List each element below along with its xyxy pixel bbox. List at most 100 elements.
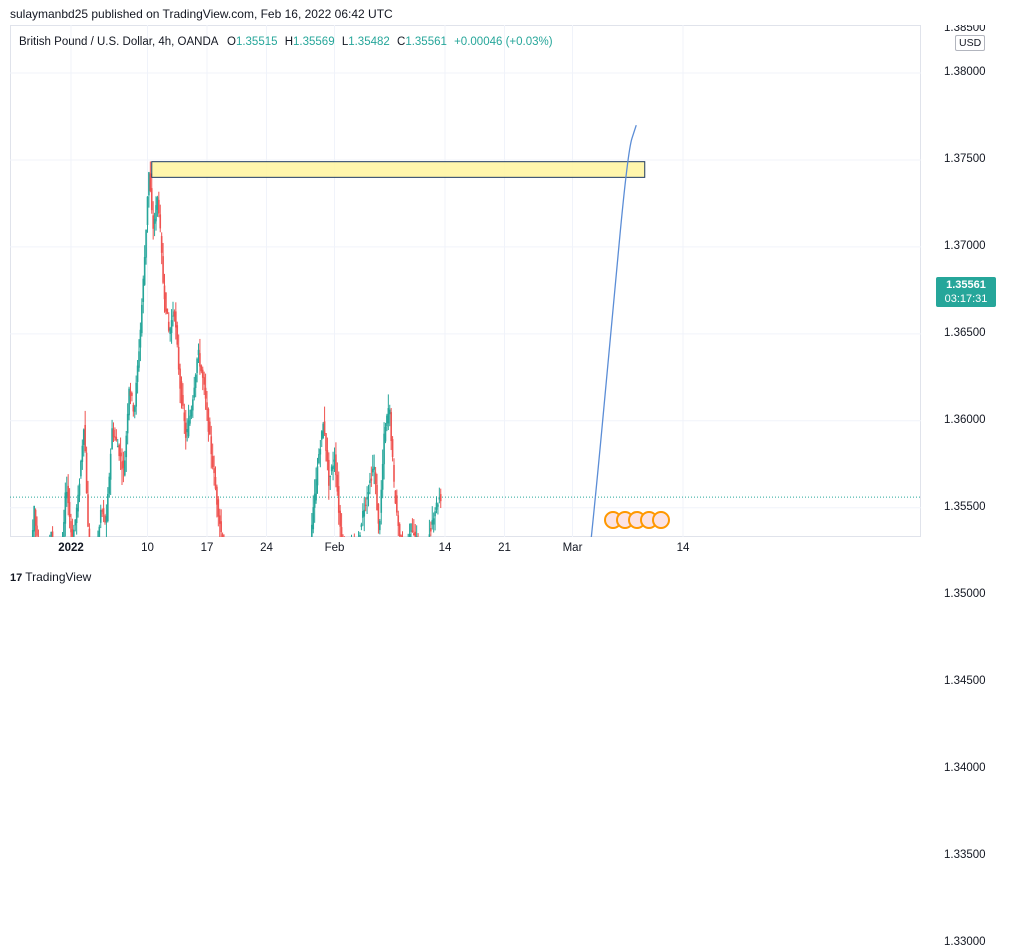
candle-body	[154, 219, 156, 224]
candle-body	[332, 466, 334, 470]
candle-body	[142, 279, 144, 302]
candle-body	[372, 469, 374, 473]
price-chart[interactable]	[10, 25, 921, 537]
candle-body	[172, 316, 174, 317]
candle-body	[150, 173, 152, 190]
candle-body	[79, 484, 81, 496]
candle-body	[118, 445, 120, 456]
candle-body	[222, 534, 224, 537]
candle-body	[145, 230, 147, 258]
candle-body	[151, 188, 153, 210]
candle-body	[147, 197, 149, 225]
candle-body	[66, 492, 68, 498]
candle-body	[199, 353, 201, 366]
candle-body	[382, 464, 384, 490]
candle-body	[321, 431, 323, 440]
candle-body	[341, 527, 343, 537]
candle-body	[202, 370, 204, 378]
candle-body	[117, 446, 119, 447]
candle-body	[181, 381, 183, 403]
candle-body	[392, 439, 394, 457]
candle-body	[138, 351, 140, 367]
time-tick-label: 24	[260, 542, 273, 554]
candle-body	[397, 515, 399, 526]
candle-body	[32, 530, 34, 537]
candle-body	[134, 406, 136, 411]
candle-body	[155, 205, 157, 221]
candle-body	[69, 502, 71, 517]
candle-body	[144, 257, 146, 285]
candle-body	[148, 172, 150, 195]
candles	[10, 161, 442, 537]
candle-body	[386, 416, 388, 427]
candle-body	[215, 477, 217, 489]
candle-body	[191, 409, 193, 416]
candle-body	[186, 429, 188, 432]
candle-body	[114, 436, 116, 437]
candle-body	[335, 454, 337, 475]
candle-body	[314, 494, 316, 508]
candle-body	[87, 494, 89, 526]
candle-body	[167, 309, 169, 314]
candle-body	[429, 534, 431, 537]
candle-body	[124, 460, 126, 475]
candle-body	[220, 521, 222, 532]
projection-curve	[441, 125, 637, 537]
open-value: 1.35515	[236, 36, 278, 48]
candle-body	[339, 511, 341, 527]
candle-body	[137, 366, 139, 382]
candle-body	[99, 527, 101, 537]
candle-body	[125, 436, 127, 457]
high-label: H	[285, 36, 293, 48]
candle-body	[63, 522, 65, 537]
candle-body	[329, 476, 331, 477]
candle-body	[210, 436, 212, 454]
price-tick-label: 1.33000	[944, 936, 986, 948]
candle-body	[363, 510, 365, 517]
candle-body	[165, 292, 167, 311]
candle-body	[331, 467, 333, 472]
candle-body	[369, 480, 371, 483]
candle-body	[140, 330, 142, 348]
candle-body	[104, 515, 106, 522]
candle-body	[430, 528, 432, 531]
uk-flag-event-icon[interactable]	[652, 511, 670, 529]
price-tick-label: 1.34000	[944, 762, 986, 774]
currency-button[interactable]: USD	[955, 35, 985, 51]
candle-body	[213, 468, 215, 473]
candle-body	[107, 494, 109, 521]
candle-body	[324, 421, 326, 433]
candle-body	[209, 422, 211, 435]
candle-body	[409, 534, 411, 537]
candle-body	[371, 479, 373, 481]
candle-body	[318, 454, 320, 463]
candle-body	[185, 423, 187, 438]
candle-body	[212, 456, 214, 467]
candle-body	[36, 526, 38, 536]
candle-body	[106, 516, 108, 522]
candle-body	[334, 460, 336, 462]
candle-body	[416, 536, 418, 537]
candle-body	[168, 322, 170, 331]
candle-body	[130, 391, 132, 396]
candle-body	[182, 395, 184, 406]
candle-body	[80, 461, 82, 476]
price-tick-label: 1.37500	[944, 153, 986, 165]
time-tick-label: Mar	[563, 542, 583, 554]
price-tick-label: 1.37000	[944, 240, 986, 252]
candle-body	[116, 437, 118, 440]
candle-body	[389, 410, 391, 415]
candle-body	[76, 508, 78, 523]
candle-body	[362, 511, 364, 518]
candle-body	[373, 467, 375, 470]
price-tick-label: 1.35000	[944, 588, 986, 600]
candle-body	[72, 529, 74, 537]
candle-body	[169, 328, 171, 334]
symbol-legend: British Pound / U.S. Dollar, 4h, OANDA O…	[19, 36, 553, 48]
candle-body	[395, 491, 397, 504]
candle-body	[82, 446, 84, 462]
candle-body	[320, 449, 322, 454]
candle-body	[380, 490, 382, 513]
candle-body	[396, 495, 398, 512]
